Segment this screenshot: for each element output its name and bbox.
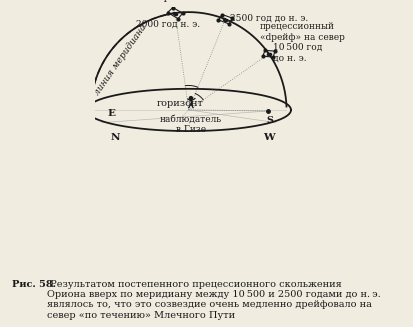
Text: Орион: Орион [155,0,190,2]
Text: W: W [263,133,274,142]
Text: S: S [266,116,273,125]
Text: Результатом постепенного прецессионного скольжения
Ориона вверх по меридиану меж: Результатом постепенного прецессионного … [47,280,381,320]
Text: Рис. 58.: Рис. 58. [12,280,57,289]
Text: линия меридиана: линия меридиана [93,23,149,97]
Text: 10 500 год
до н. э.: 10 500 год до н. э. [273,43,323,62]
Text: 2000 год н. э.: 2000 год н. э. [136,20,200,29]
Text: 2500 год до н. э.: 2500 год до н. э. [230,14,309,23]
Circle shape [190,96,192,100]
Text: наблюдатель
в Гизе: наблюдатель в Гизе [160,114,222,134]
Text: прецессионный
«dрейф» на север: прецессионный «dрейф» на север [260,22,345,42]
Text: горизонт: горизонт [157,99,203,108]
Text: E: E [107,109,115,118]
Text: N: N [110,133,120,142]
